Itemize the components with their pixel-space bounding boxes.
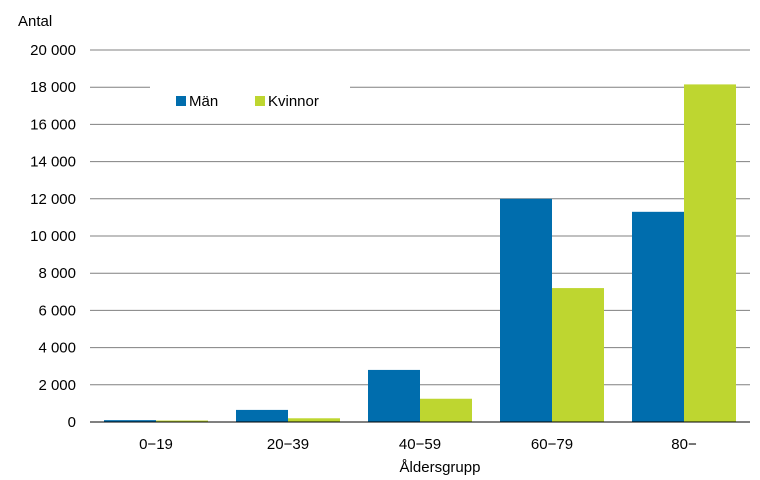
y-tick-label: 16 000 — [30, 116, 76, 133]
x-tick-label: 20−39 — [267, 436, 309, 453]
y-tick-label: 0 — [68, 414, 76, 431]
x-tick-label: 40−59 — [399, 436, 441, 453]
x-axis-title: Åldersgrupp — [400, 459, 481, 476]
y-axis-title: Antal — [18, 13, 52, 30]
bar-kvinnor-2 — [420, 398, 472, 422]
legend-label-man: Män — [189, 93, 218, 110]
bar-man-4 — [632, 211, 684, 422]
bars — [104, 84, 736, 422]
gridlines — [90, 49, 750, 386]
bar-man-0 — [104, 420, 156, 422]
y-tick-label: 2 000 — [38, 377, 76, 394]
legend: Män Kvinnor — [150, 86, 350, 116]
y-tick-label: 20 000 — [30, 42, 76, 59]
y-tick-label: 12 000 — [30, 191, 76, 208]
legend-swatch-man — [176, 96, 186, 106]
bar-man-2 — [368, 369, 420, 422]
bar-kvinnor-0 — [156, 420, 208, 422]
y-tick-label: 6 000 — [38, 302, 76, 319]
y-tick-label: 4 000 — [38, 340, 76, 357]
bar-man-1 — [236, 409, 288, 422]
bar-kvinnor-4 — [684, 84, 736, 422]
legend-swatch-kvinnor — [255, 96, 265, 106]
legend-label-kvinnor: Kvinnor — [268, 93, 319, 110]
x-tick-label: 60−79 — [531, 436, 573, 453]
bar-kvinnor-1 — [288, 418, 340, 422]
y-tick-label: 18 000 — [30, 79, 76, 96]
y-axis-tick-labels: 0 2 000 4 000 6 000 8 000 10 000 12 000 14 000 1… — [30, 42, 76, 431]
x-axis-tick-labels: 0−19 20−39 40−59 60−79 80− — [139, 436, 697, 453]
x-tick-label: 80− — [671, 436, 697, 453]
x-tick-label: 0−19 — [139, 436, 173, 453]
bar-kvinnor-3 — [552, 288, 604, 422]
y-tick-label: 8 000 — [38, 265, 76, 282]
bar-man-3 — [500, 198, 552, 422]
y-tick-label: 10 000 — [30, 228, 76, 245]
y-tick-label: 14 000 — [30, 154, 76, 171]
